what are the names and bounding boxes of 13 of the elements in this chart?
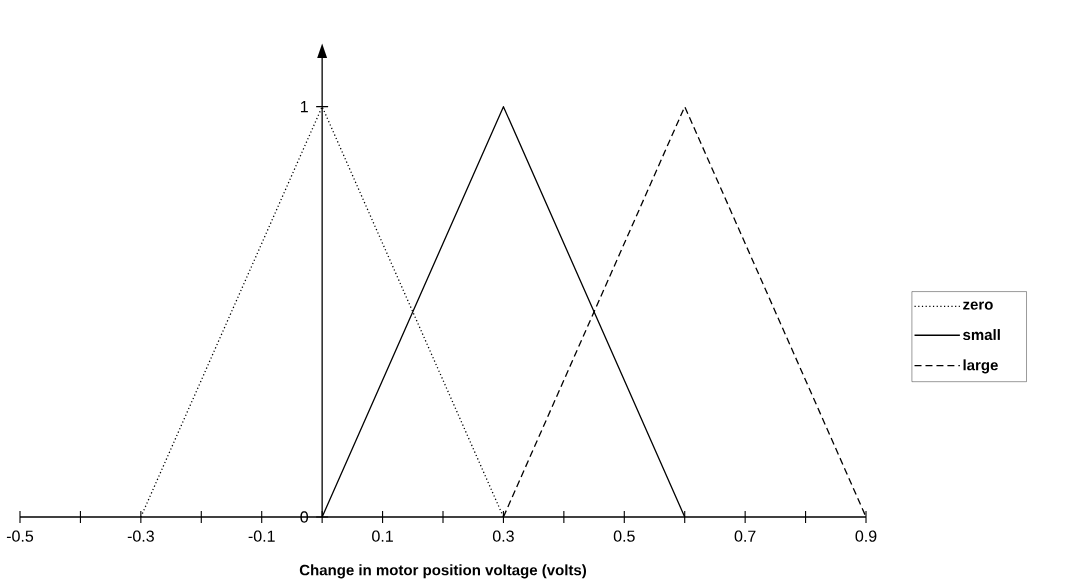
x-tick-label: 0.9	[855, 530, 877, 542]
x-tick-label: 0.5	[613, 530, 635, 542]
x-tick-label: 0.1	[372, 530, 393, 542]
legend-label: zero	[963, 301, 993, 310]
x-tick-label: -0.1	[248, 530, 275, 542]
legend-label: large	[963, 359, 998, 374]
x-tick-label: -0.5	[6, 530, 34, 542]
x-tick-label: -0.3	[127, 530, 154, 542]
legend-label: small	[963, 329, 1000, 341]
x-tick-label: 0.7	[734, 530, 756, 542]
x-tick-label: 0.3	[492, 530, 514, 542]
x-axis-title: Change in motor position voltage (volts)	[299, 564, 587, 579]
y-tick-label: 1	[300, 101, 308, 113]
